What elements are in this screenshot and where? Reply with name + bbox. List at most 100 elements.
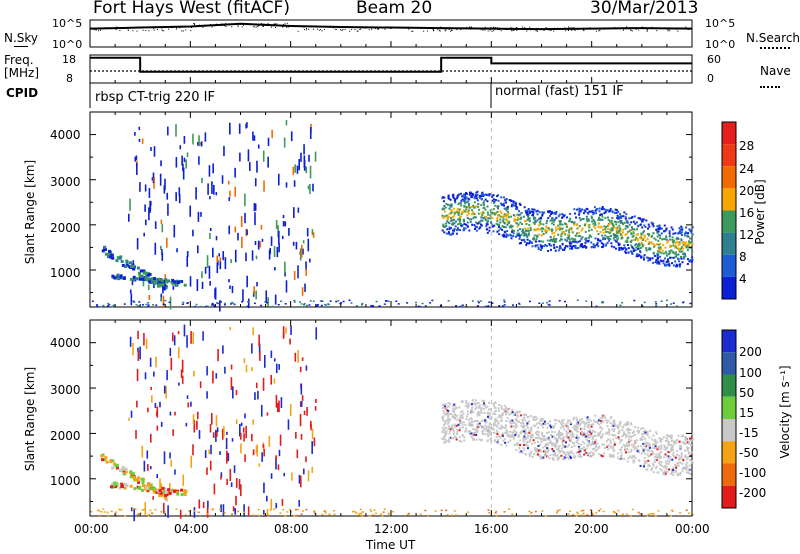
power-echo-cell [652,251,655,254]
velocity-echo-cell [529,414,532,417]
velocity-echo-cell [620,439,623,442]
velocity-echo-cell [585,451,588,454]
velocity-echo-cell [512,437,515,440]
velocity-echo-cell [125,483,129,487]
velocity-echo-streak [216,430,218,437]
power-echo-cell [637,224,640,227]
velocity-echo-cell [587,429,590,432]
power-ground-scatter [621,301,624,304]
velocity-echo-cell [633,440,636,443]
velocity-echo-cell [585,438,588,441]
power-echo-cell [526,218,529,221]
power-echo-cell [664,229,667,232]
power-echo-cell [683,242,686,245]
power-echo-cell [448,226,451,229]
nsky-sample-point [568,26,570,28]
power-echo-cell [456,194,459,197]
cpid-label: CPID [6,86,39,100]
velocity-echo-cell [606,432,609,435]
nsky-sample-point [390,27,392,29]
velocity-echo-cell [552,458,555,461]
velocity-echo-cell [473,433,476,436]
velocity-echo-cell [461,410,464,413]
nsky-sample-point [105,27,107,29]
velocity-echo-cell [123,486,127,490]
velocity-echo-streak [193,419,196,433]
velocity-echo-streak [169,452,171,459]
power-echo-cell [647,259,650,262]
power-echo-cell [656,250,659,253]
power-echo-cell [678,243,681,246]
power-echo-cell [463,227,466,230]
power-echo-cell [467,212,470,215]
velocity-echo-cell [158,493,162,497]
velocity-echo-cell [566,425,569,428]
velocity-ground-scatter [555,512,558,514]
velocity-echo-cell [466,412,469,415]
velocity-echo-cell [554,422,557,425]
power-echo-cell [512,200,515,203]
velocity-echo-streak [244,454,246,462]
power-echo-cell [527,218,530,221]
power-echo-cell [689,230,692,233]
velocity-echo-cell [457,423,460,426]
velocity-echo-cell [650,453,653,456]
nsky-sample-point [564,27,566,29]
velocity-echo-cell [129,484,133,488]
power-echo-cell [607,227,610,230]
velocity-echo-cell [632,458,635,461]
velocity-echo-cell [447,425,450,428]
velocity-echo-cell [497,442,500,445]
velocity-echo-cell [495,424,498,427]
power-echo-streak [141,138,144,144]
power-echo-cell [680,234,683,237]
power-ground-scatter [378,305,381,307]
nsky-sample-point [181,30,183,32]
power-echo-cell [609,234,612,237]
velocity-echo-cell [556,454,559,457]
power-echo-cell [635,255,638,258]
velocity-echo-cell [490,428,493,431]
velocity-echo-cell [523,419,526,422]
velocity-echo-cell [560,420,563,423]
velocity-echo-cell [577,450,580,453]
power-echo-cell [675,240,678,243]
power-echo-cell [496,205,499,208]
velocity-echo-cell [113,462,117,466]
power-echo-cell [583,245,586,248]
power-echo-streak [297,265,299,279]
power-echo-cell [470,205,473,208]
velocity-echo-cell [529,452,532,455]
velocity-echo-cell [521,426,524,429]
velocity-echo-streak [193,370,195,377]
velocity-ground-scatter [381,514,384,517]
power-echo-cell [673,252,676,255]
velocity-echo-cell [563,458,566,461]
power-echo-streak [207,183,209,195]
velocity-echo-cell [489,438,492,441]
power-echo-streak [304,283,306,292]
velocity-ground-scatter [567,513,570,515]
nsky-sample-point [583,30,585,32]
power-echo-cell [547,211,550,214]
power-echo-cell [687,246,690,249]
power-echo-cell [483,215,486,218]
velocity-echo-cell [661,438,664,441]
power-echo-cell [551,222,554,225]
velocity-ground-scatter [691,513,694,516]
nsky-sample-point [556,27,558,29]
nsky-sample-point [286,27,288,29]
power-echo-cell [566,236,569,239]
nsky-sample-point [360,28,362,30]
power-echo-cell [162,287,166,291]
velocity-echo-cell [580,418,583,421]
velocity-echo-cell [667,434,670,437]
velocity-echo-cell [548,438,551,441]
power-echo-cell [456,209,459,212]
power-echo-cell [600,242,603,245]
velocity-echo-cell [570,421,573,424]
nsky-sample-point [221,24,223,26]
nsky-sample-point [669,30,671,32]
power-ground-scatter [337,300,340,302]
nsky-sample-point [484,29,486,31]
